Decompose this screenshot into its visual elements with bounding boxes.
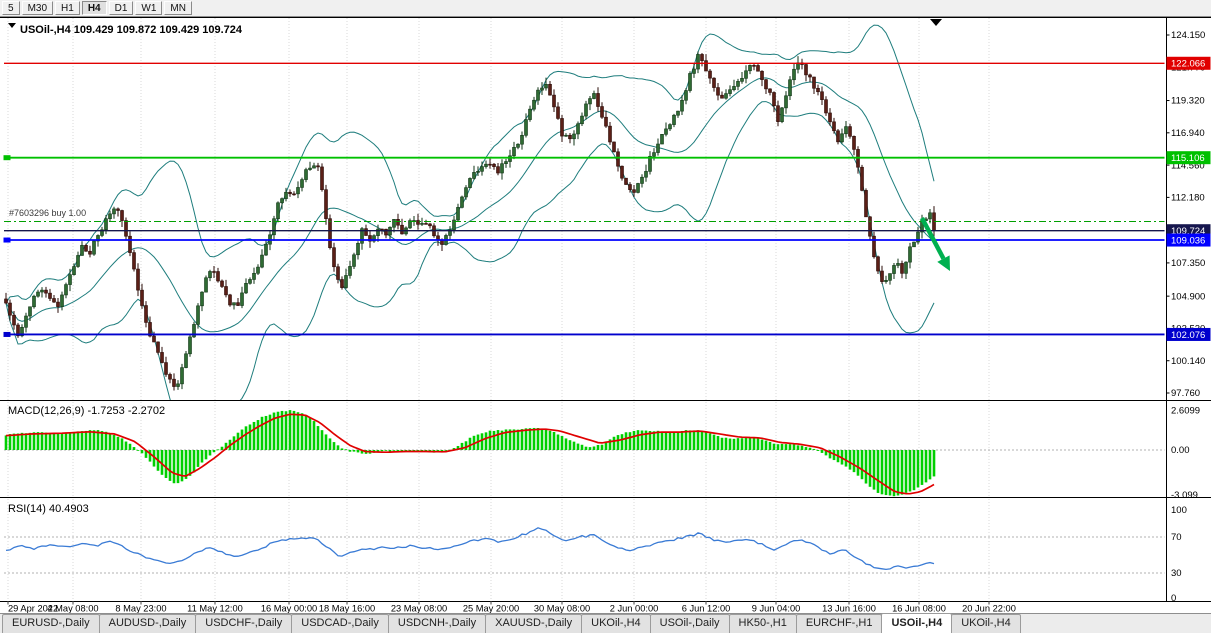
time-axis-label: 11 May 12:00 [187,604,243,614]
pane-frame [0,17,1211,602]
chart-tab-ukoil-h4[interactable]: UKOil-,H4 [951,614,1021,633]
price-axis-label: 107.350 [1171,258,1205,269]
timeframe-button-w1[interactable]: W1 [135,1,163,15]
price-axis-label: 100.140 [1171,356,1205,367]
price-badge [1166,327,1211,341]
timeframe-button-5[interactable]: 5 [2,1,20,15]
position-label: #7603296 buy 1.00 [9,208,86,218]
chart-tab-eurusd-daily[interactable]: EURUSD-,Daily [2,614,100,633]
chart-tab-usdcnh-daily[interactable]: USDCNH-,Daily [387,614,487,633]
time-axis-label: 29 Apr 2022 [8,604,58,614]
time-axis-label: 9 Jun 04:00 [752,604,801,614]
chart-collapse-triangle-icon[interactable] [8,23,16,28]
price-axis-label: 112.180 [1171,193,1205,204]
line-edge-marker[interactable] [3,155,11,161]
chart-tab-ukoil-h4[interactable]: UKOil-,H4 [581,614,651,633]
chart-tab-audusd-daily[interactable]: AUDUSD-,Daily [98,614,197,633]
chart-tab-usoil-h4[interactable]: USOil-,H4 [881,613,953,633]
time-axis-label: 30 May 08:00 [534,604,590,614]
price-badge-label: 109.036 [1171,235,1205,246]
rsi-scale-label: 0 [1171,593,1176,604]
macd-scale-label: 0.00 [1171,445,1190,456]
macd-signal-line [5,413,935,495]
chart-tab-hk50-h1[interactable]: HK50-,H1 [728,614,797,633]
indicator-scales: 2.6099 0.00 -3.099 100 70 30 0 [1171,405,1200,604]
price-axis-label: 116.940 [1171,128,1205,139]
time-axis-label: 23 May 08:00 [391,604,447,614]
chart-title: USOil-,H4 109.429 109.872 109.429 109.72… [20,24,243,36]
time-axis-label: 8 May 23:00 [115,604,166,614]
price-axis-label: 124.150 [1171,30,1205,41]
chart-tab-eurchf-h1[interactable]: EURCHF-,H1 [795,614,883,633]
timeframe-button-m30[interactable]: M30 [21,1,54,15]
rsi-label: RSI(14) 40.4903 [8,503,89,515]
time-axis-label: 6 Jun 12:00 [682,604,731,614]
macd-label: MACD(12,26,9) -1.7253 -2.2702 [8,405,165,417]
macd-scale-label: 2.6099 [1171,405,1200,416]
chart-tab-xauusd-daily[interactable]: XAUUSD-,Daily [485,614,583,633]
time-axis-label: 2 Jun 00:00 [610,604,659,614]
rsi-scale-label: 30 [1171,568,1182,579]
timeframe-button-h1[interactable]: H1 [55,1,80,15]
price-badge-label: 102.076 [1171,330,1205,341]
time-axis-label: 16 May 00:00 [261,604,317,614]
rsi-line [5,527,935,571]
rsi-scale-label: 100 [1171,505,1187,516]
chart-tab-usoil-daily[interactable]: USOil-,Daily [649,614,730,633]
price-axis: 124.150121.770119.320116.940114.560112.1… [1166,30,1211,399]
rsi-scale-label: 70 [1171,532,1182,543]
chart-tab-bar: EURUSD-,Daily AUDUSD-,Daily USDCHF-,Daily U… [0,613,1211,633]
trend-arrow-icon[interactable] [920,216,950,271]
timeframe-button-mn[interactable]: MN [164,1,192,15]
line-edge-marker[interactable] [3,331,11,337]
time-axis-label: 20 Jun 22:00 [962,604,1016,614]
price-badge-label: 109.724 [1171,226,1205,237]
macd-histogram [4,410,936,497]
price-shift-marker-icon[interactable] [930,19,942,26]
price-axis-label: 104.900 [1171,291,1205,302]
horizontal-lines[interactable] [3,62,1165,337]
time-axis-label: 13 Jun 16:00 [822,604,876,614]
chart-tab-usdchf-daily[interactable]: USDCHF-,Daily [195,614,293,633]
price-axis-label: 119.320 [1171,96,1205,107]
line-edge-marker[interactable] [3,237,11,243]
time-axis-label: 16 Jun 08:00 [892,604,946,614]
timeframe-button-h4[interactable]: H4 [81,1,107,15]
time-axis-label: 18 May 16:00 [319,604,375,614]
price-badge-label: 115.106 [1171,153,1205,164]
price-badge [1166,151,1211,165]
price-badge [1166,233,1211,247]
price-axis-label: 97.760 [1171,388,1200,399]
chart-tab-usdcad-daily[interactable]: USDCAD-,Daily [291,614,389,633]
price-axis-label: 114.560 [1171,160,1205,171]
timeframe-button-d1[interactable]: D1 [108,1,134,15]
timeframe-toolbar: 5 M30 H1 H4 D1 W1 MN [0,0,1211,17]
price-badge-label: 122.066 [1171,59,1205,70]
bollinger-bands [5,24,935,400]
time-axis-label: 4 May 08:00 [47,604,98,614]
macd-scale-label: -3.099 [1171,490,1198,501]
candles [4,51,936,391]
time-axis-label: 25 May 20:00 [463,604,519,614]
price-badge [1166,56,1211,70]
